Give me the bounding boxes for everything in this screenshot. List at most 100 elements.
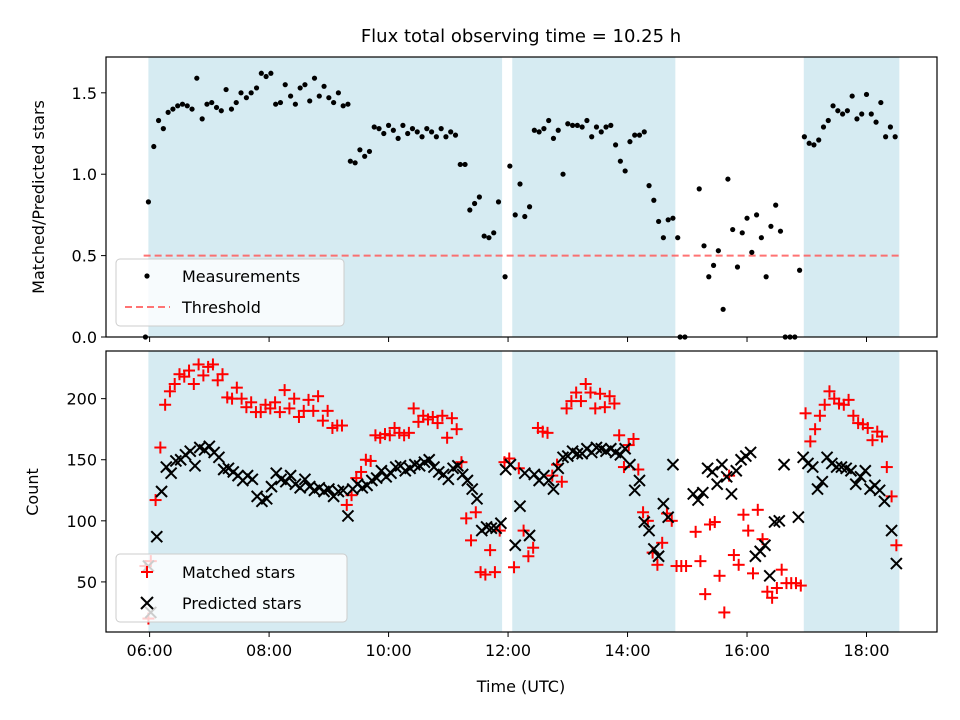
measurement-point xyxy=(584,117,590,124)
matched-star-point xyxy=(885,490,898,503)
matched-star-point xyxy=(842,393,855,406)
predicted-star-point xyxy=(552,462,565,475)
predicted-star-point xyxy=(773,514,786,528)
predicted-star-point xyxy=(885,524,898,537)
measurement-point xyxy=(536,129,542,135)
measurement-point xyxy=(636,132,643,138)
matched-star-point xyxy=(245,396,258,409)
predicted-star-point xyxy=(890,557,903,570)
observing-interval-shade xyxy=(512,57,676,337)
matched-star-point xyxy=(307,404,320,417)
matched-star-point xyxy=(460,512,473,525)
matched-star-point xyxy=(522,550,535,563)
top-legend-box xyxy=(115,258,345,327)
measurement-point xyxy=(204,101,210,107)
legend-marker-matched xyxy=(141,566,153,578)
matched-star-point xyxy=(799,407,812,420)
matched-star-point xyxy=(794,579,807,592)
chart-title: Flux total observing time = 10.25 h xyxy=(361,26,681,47)
measurement-point xyxy=(486,235,492,241)
measurement-point xyxy=(701,243,707,249)
measurement-point xyxy=(531,127,537,133)
matched-star-point xyxy=(713,569,726,582)
measurement-point xyxy=(744,215,750,221)
bottom-panel: 50 100 150 200 06:00 08:00 10:00 12:00 14:00 16:… xyxy=(23,350,938,696)
matched-star-point xyxy=(216,368,229,381)
measurement-point xyxy=(811,142,817,148)
measurement-point xyxy=(598,129,604,135)
measurement-point xyxy=(820,124,827,130)
matched-star-point xyxy=(321,404,334,417)
measurement-point xyxy=(777,228,784,234)
matched-star-point xyxy=(235,392,248,405)
measurement-point xyxy=(357,147,363,153)
predicted-star-point xyxy=(730,464,743,477)
measurement-point xyxy=(347,158,353,164)
matched-star-point xyxy=(627,432,640,445)
matched-star-point xyxy=(718,606,731,619)
measurement-point xyxy=(238,90,244,96)
predicted-star-point xyxy=(547,482,560,496)
measurement-point xyxy=(656,218,662,225)
measurement-point xyxy=(522,213,528,220)
measurement-point xyxy=(452,132,459,138)
predicted-star-point xyxy=(571,447,584,460)
measurement-point xyxy=(849,93,855,99)
predicted-star-point xyxy=(661,510,675,524)
measurement-point xyxy=(175,103,181,109)
predicted-star-point xyxy=(706,465,719,479)
measurement-point xyxy=(199,116,205,122)
measurement-point xyxy=(560,171,566,177)
measurement-point xyxy=(248,90,254,96)
matched-star-point xyxy=(479,568,492,581)
measurement-point xyxy=(574,122,580,128)
matched-star-point xyxy=(412,415,425,428)
matched-star-point xyxy=(426,410,439,423)
matched-star-point xyxy=(737,508,750,521)
measurement-point xyxy=(481,233,487,239)
measurement-point xyxy=(734,264,741,270)
measurement-point xyxy=(340,103,346,109)
matched-star-point xyxy=(541,426,554,439)
measurement-point xyxy=(868,111,874,117)
measurement-point xyxy=(321,83,327,89)
top-legend: Measurements Threshold xyxy=(115,258,345,327)
matched-star-point xyxy=(269,396,282,409)
measurement-point xyxy=(419,134,425,140)
top-ytick-label: 1.0 xyxy=(72,165,97,184)
measurement-point xyxy=(218,108,224,114)
measurement-point xyxy=(228,106,235,112)
matched-star-point xyxy=(436,409,449,422)
measurement-point xyxy=(854,116,860,122)
measurement-point xyxy=(448,129,454,135)
measurement-point xyxy=(565,121,571,127)
measurement-point xyxy=(830,103,836,109)
measurement-point xyxy=(859,111,865,117)
measurement-point xyxy=(277,99,284,106)
matched-star-point xyxy=(312,390,325,403)
predicted-star-point xyxy=(763,569,776,583)
predicted-star-point xyxy=(322,482,336,496)
measurement-point xyxy=(675,235,681,241)
predicted-star-point xyxy=(341,509,355,523)
legend-label-predicted: Predicted stars xyxy=(182,594,302,613)
measurement-point xyxy=(345,101,351,107)
measurement-point xyxy=(555,127,561,133)
top-ytick-label: 1.5 xyxy=(72,84,97,103)
measurement-point xyxy=(622,168,628,174)
matched-star-point xyxy=(694,555,707,568)
matched-star-point xyxy=(708,516,721,529)
measurement-point xyxy=(512,212,518,218)
bottom-legend-box xyxy=(115,553,348,623)
matched-star-point xyxy=(273,406,286,419)
matched-star-point xyxy=(192,358,205,371)
matched-star-point xyxy=(766,591,779,604)
measurement-point xyxy=(209,99,215,106)
matched-star-point xyxy=(283,402,296,415)
measurement-point xyxy=(495,199,502,205)
matched-star-point xyxy=(178,370,191,383)
measurement-point xyxy=(768,223,774,229)
measurement-point xyxy=(438,126,444,132)
measurement-point xyxy=(390,127,396,133)
observing-interval-shade xyxy=(803,351,900,632)
